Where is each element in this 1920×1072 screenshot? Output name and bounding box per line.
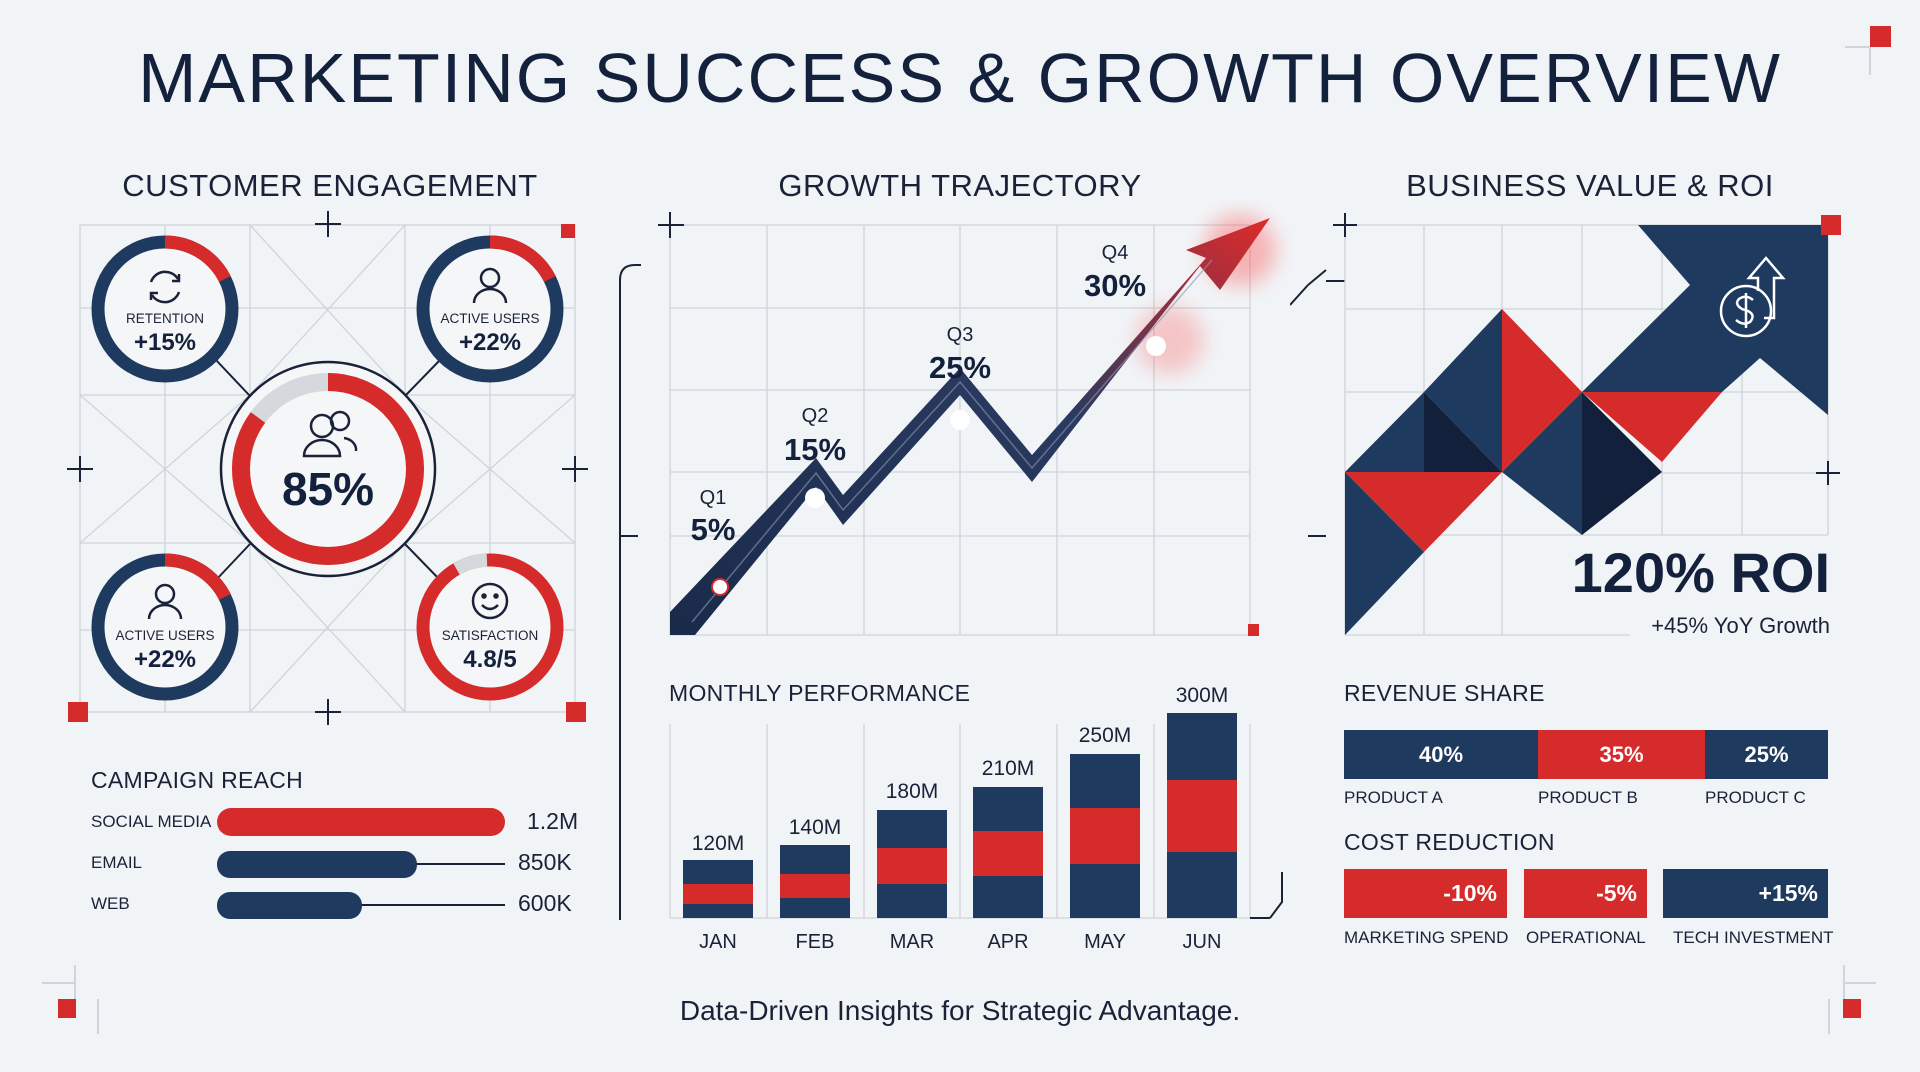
svg-text:APR: APR [987,931,1028,953]
reach-bar-social [217,808,505,836]
business-value-title: BUSINESS VALUE & ROI [1406,168,1774,203]
svg-text:MAR: MAR [890,931,934,953]
user-icon [472,267,508,304]
svg-text:140M: 140M [789,816,842,839]
smiley-icon [471,582,509,620]
svg-text:5%: 5% [691,512,736,547]
svg-text:RETENTION: RETENTION [126,311,204,326]
svg-text:30%: 30% [1084,268,1146,303]
footer-tagline: Data-Driven Insights for Strategic Advan… [679,995,1241,1026]
svg-text:+22%: +22% [134,646,196,673]
engagement-center-value: 85% [282,463,374,515]
monthly-performance-title: MONTHLY PERFORMANCE [669,680,971,706]
reach-bar-web [217,892,362,919]
revenue-segment-c: 25% [1705,730,1828,779]
cost-operational: -5% [1524,869,1647,918]
refresh-icon [149,270,181,304]
svg-text:300M: 300M [1176,684,1229,707]
svg-text:JAN: JAN [699,931,737,953]
roi-graphic [1290,213,1841,636]
svg-text:180M: 180M [886,780,939,803]
svg-text:250M: 250M [1079,724,1132,747]
svg-text:15%: 15% [784,432,846,467]
svg-text:210M: 210M [982,757,1035,780]
yoy-growth: +45% YoY Growth [1651,613,1830,638]
reach-bar-email [217,851,417,878]
svg-text:Q1: Q1 [700,487,727,509]
svg-text:4.8/5: 4.8/5 [463,646,516,673]
engagement-diagram: 85% RETENTION +15% ACTIVE USERS +22% ACT… [67,211,588,725]
roi-value: 120% ROI [1571,541,1830,604]
svg-text:120M: 120M [692,832,745,855]
svg-text:Q3: Q3 [947,324,974,346]
svg-text:+15%: +15% [134,329,196,356]
growth-trajectory-title: GROWTH TRAJECTORY [778,168,1142,203]
dollar-growth-icon [1719,256,1786,338]
growth-chart: Q1 5% Q2 15% Q3 25% Q4 30% [619,212,1276,920]
svg-text:MAY: MAY [1084,931,1126,953]
campaign-reach-title: CAMPAIGN REACH [91,767,304,793]
svg-text:FEB: FEB [796,931,835,953]
svg-text:Q4: Q4 [1102,242,1129,264]
customer-engagement-title: CUSTOMER ENGAGEMENT [122,168,538,203]
page-title: MARKETING SUCCESS & GROWTH OVERVIEW [138,39,1782,117]
svg-text:Q2: Q2 [802,405,829,427]
users-icon [302,410,358,458]
svg-text:25%: 25% [929,350,991,385]
svg-text:JUN: JUN [1183,931,1222,953]
svg-text:ACTIVE USERS: ACTIVE USERS [115,628,214,643]
svg-text:SATISFACTION: SATISFACTION [442,628,539,643]
revenue-share-title: REVENUE SHARE [1344,680,1545,706]
user-icon [147,583,183,620]
monthly-bar-chart: 120M 140M 180M 210M 250M 300M JAN FEB MA… [669,684,1283,953]
cost-marketing-spend: -10% [1344,869,1507,918]
cost-reduction-title: COST REDUCTION [1344,829,1555,855]
svg-text:ACTIVE USERS: ACTIVE USERS [440,311,539,326]
revenue-segment-b: 35% [1538,730,1705,779]
svg-text:+22%: +22% [459,329,521,356]
revenue-segment-a: 40% [1344,730,1538,779]
cost-tech-investment: +15% [1663,869,1828,918]
